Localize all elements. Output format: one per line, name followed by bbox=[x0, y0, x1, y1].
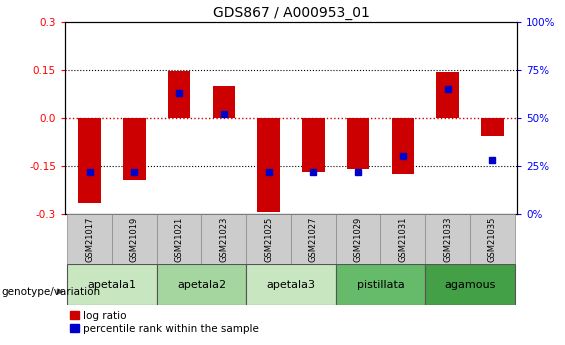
Bar bbox=[425, 264, 515, 305]
Text: GSM21019: GSM21019 bbox=[130, 216, 139, 262]
Bar bbox=[392, 118, 414, 174]
Text: GSM21033: GSM21033 bbox=[443, 216, 452, 262]
Bar bbox=[336, 214, 380, 264]
Bar bbox=[336, 264, 425, 305]
Bar bbox=[436, 72, 459, 118]
Text: agamous: agamous bbox=[444, 280, 496, 289]
Text: GSM21029: GSM21029 bbox=[354, 216, 363, 262]
Bar bbox=[481, 118, 503, 136]
Title: GDS867 / A000953_01: GDS867 / A000953_01 bbox=[212, 6, 370, 20]
Bar bbox=[302, 118, 324, 172]
Bar bbox=[470, 214, 515, 264]
Text: GSM21025: GSM21025 bbox=[264, 216, 273, 262]
Bar bbox=[425, 214, 470, 264]
Bar bbox=[212, 86, 235, 118]
Bar bbox=[258, 118, 280, 212]
Bar bbox=[380, 214, 425, 264]
Text: genotype/variation: genotype/variation bbox=[1, 287, 100, 296]
Text: GSM21027: GSM21027 bbox=[309, 216, 318, 262]
Bar bbox=[123, 118, 146, 180]
Legend: log ratio, percentile rank within the sample: log ratio, percentile rank within the sa… bbox=[70, 310, 259, 334]
Bar bbox=[79, 118, 101, 203]
Text: GSM21035: GSM21035 bbox=[488, 216, 497, 262]
Bar bbox=[291, 214, 336, 264]
Text: apetala2: apetala2 bbox=[177, 280, 226, 289]
Text: GSM21031: GSM21031 bbox=[398, 216, 407, 262]
Text: GSM21023: GSM21023 bbox=[219, 216, 228, 262]
Bar bbox=[67, 214, 112, 264]
Bar bbox=[246, 264, 336, 305]
Text: pistillata: pistillata bbox=[357, 280, 405, 289]
Bar bbox=[157, 214, 202, 264]
Bar bbox=[67, 264, 157, 305]
Text: GSM21017: GSM21017 bbox=[85, 216, 94, 262]
Bar bbox=[157, 264, 246, 305]
Text: GSM21021: GSM21021 bbox=[175, 216, 184, 262]
Bar bbox=[347, 118, 370, 169]
Text: apetala3: apetala3 bbox=[267, 280, 315, 289]
Bar bbox=[168, 71, 190, 118]
Bar bbox=[246, 214, 291, 264]
Text: apetala1: apetala1 bbox=[88, 280, 137, 289]
Bar bbox=[202, 214, 246, 264]
Bar bbox=[112, 214, 157, 264]
